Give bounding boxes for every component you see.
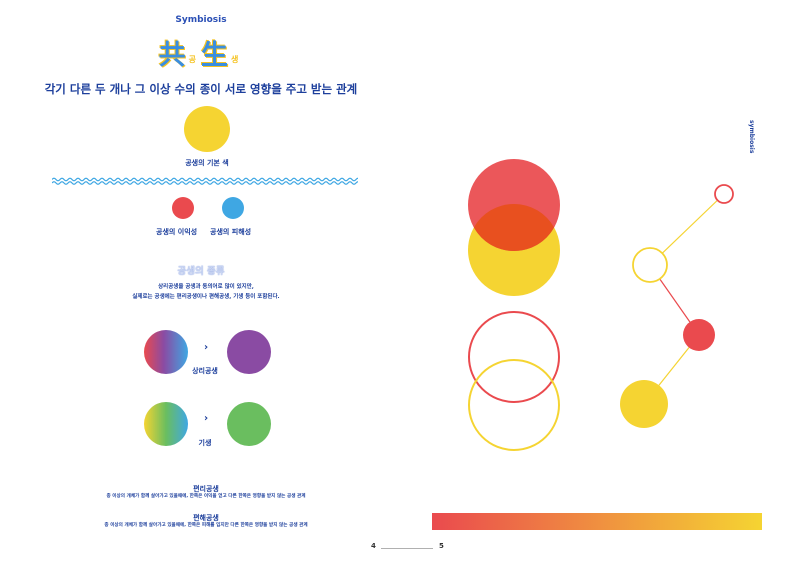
title-hanja-1: 共 bbox=[158, 40, 187, 71]
overlap-orange-lens bbox=[473, 204, 555, 252]
page-number-rule bbox=[381, 548, 433, 549]
parasitism-green-circle bbox=[227, 402, 271, 446]
symbiosis-illustration bbox=[432, 159, 762, 530]
mutualism-purple-circle bbox=[227, 330, 271, 374]
red-outline-circle bbox=[468, 311, 560, 403]
types-desc-2: 실제로는 공생에는 편리공생이나 편해공생, 기생 등이 포함된다. bbox=[132, 294, 280, 300]
page-number-right: 5 bbox=[439, 542, 444, 550]
subtitle: 각기 다른 두 개나 그 이상 수의 종이 서로 영향을 주고 받는 관계 bbox=[44, 82, 358, 96]
gradient-bar bbox=[432, 513, 762, 530]
commensalism-desc: 종 이상의 개체가 함께 살아가고 있을때에, 한쪽은 이익을 얻고 다른 한쪽… bbox=[106, 494, 306, 499]
types-title: 공생의 종류 bbox=[177, 266, 225, 277]
mutualism-gradient-circle bbox=[144, 330, 188, 374]
amensalism-title: 편해공생 bbox=[193, 514, 219, 522]
parasitism-gradient-circle bbox=[144, 402, 188, 446]
benefit-red-circle bbox=[172, 197, 194, 219]
basic-yellow-circle bbox=[184, 106, 230, 152]
mutualism-label: 상리공생 bbox=[192, 367, 218, 375]
node-yellow-filled bbox=[620, 380, 668, 428]
overlap-filled-circles bbox=[468, 159, 560, 296]
basic-color-label: 공생의 기본 색 bbox=[185, 159, 229, 167]
eyebrow-text: Symbiosis bbox=[175, 15, 227, 25]
node-red-filled bbox=[683, 319, 715, 351]
harm-label: 공생의 피해성 bbox=[210, 228, 252, 236]
title-hangul-2: 생 bbox=[231, 55, 239, 64]
parasitism-arrow: › bbox=[204, 413, 209, 424]
right-page: symbiosis 5 bbox=[402, 0, 805, 571]
overlap-outline-circles bbox=[468, 311, 560, 451]
wave-divider bbox=[52, 177, 358, 185]
benefit-label: 공생의 이익성 bbox=[156, 228, 198, 236]
amensalism-desc: 종 이상의 개체가 함께 살아가고 있을때에, 한쪽은 피해를 입지만 다른 한… bbox=[104, 523, 308, 528]
harm-blue-circle bbox=[222, 197, 244, 219]
node-yellow-outline bbox=[632, 247, 668, 283]
molecule-graph bbox=[620, 184, 734, 428]
mutualism-arrow: › bbox=[204, 342, 209, 353]
vertical-title: symbiosis bbox=[748, 120, 755, 154]
yellow-outline-circle bbox=[468, 359, 560, 451]
node-small-red-outline bbox=[714, 184, 734, 204]
page-number-left: 4 bbox=[371, 542, 376, 550]
title-hangul-1: 공 bbox=[188, 55, 196, 64]
title-hanja-2: 生 bbox=[201, 40, 229, 71]
parasitism-label: 기생 bbox=[198, 439, 212, 447]
commensalism-title: 편리공생 bbox=[193, 485, 219, 493]
types-desc-1: 상리공생을 공생과 동의어로 많이 있지만, bbox=[158, 284, 254, 290]
